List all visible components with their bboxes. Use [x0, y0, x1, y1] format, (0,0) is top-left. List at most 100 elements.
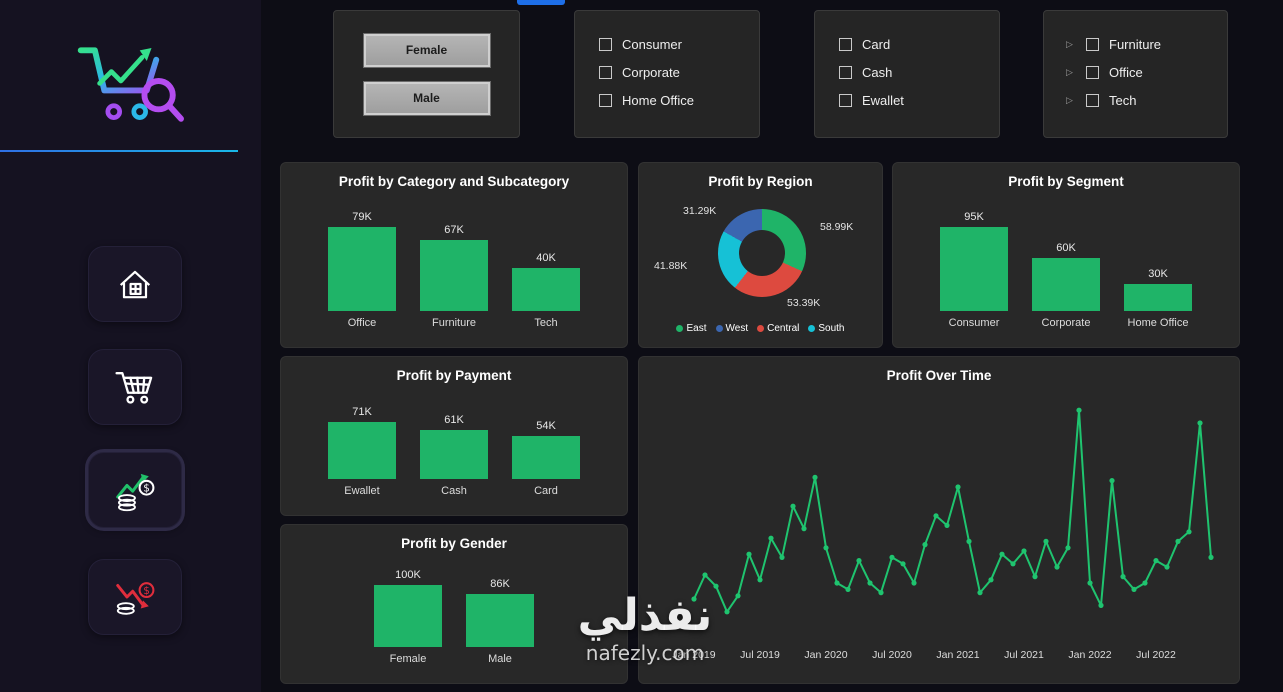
- data-point[interactable]: [1197, 420, 1203, 426]
- data-point[interactable]: [1076, 407, 1082, 413]
- app-logo: [60, 22, 210, 140]
- chart-legend: East West Central South: [639, 323, 882, 334]
- expand-icon[interactable]: ▷: [1066, 38, 1073, 49]
- data-point[interactable]: [779, 554, 785, 560]
- expand-icon[interactable]: ▷: [1066, 94, 1073, 105]
- data-point[interactable]: [768, 535, 774, 541]
- line-plot[interactable]: [649, 393, 1231, 645]
- data-point[interactable]: [999, 551, 1005, 557]
- data-point[interactable]: [823, 545, 829, 551]
- filter-option-label: Consumer: [622, 36, 682, 52]
- bar-value-label: 40K: [536, 252, 556, 264]
- checkbox[interactable]: [1086, 65, 1099, 79]
- data-point[interactable]: [1208, 554, 1214, 560]
- data-point[interactable]: [900, 561, 906, 567]
- bar[interactable]: [1124, 284, 1192, 311]
- bar[interactable]: [420, 240, 488, 311]
- bar[interactable]: [512, 436, 580, 479]
- data-point[interactable]: [966, 538, 972, 544]
- data-point[interactable]: [1054, 564, 1060, 570]
- data-point[interactable]: [1175, 538, 1181, 544]
- bar[interactable]: [512, 268, 580, 311]
- legend-label: South: [818, 323, 845, 334]
- checkbox[interactable]: [839, 93, 852, 107]
- data-point[interactable]: [933, 513, 939, 519]
- nav-cart-button[interactable]: [88, 349, 182, 425]
- bar[interactable]: [466, 594, 534, 647]
- checkbox[interactable]: [1086, 93, 1099, 107]
- data-point[interactable]: [1087, 580, 1093, 586]
- data-point[interactable]: [1098, 602, 1104, 608]
- filter-option-card[interactable]: Card: [839, 30, 999, 58]
- data-point[interactable]: [1164, 564, 1170, 570]
- active-page-tab[interactable]: [517, 0, 565, 5]
- data-point[interactable]: [724, 609, 730, 615]
- filter-option-home-office[interactable]: Home Office: [599, 86, 759, 114]
- bar[interactable]: [940, 227, 1008, 311]
- checkbox[interactable]: [839, 65, 852, 79]
- profit-by-category-chart: Profit by Category and Subcategory 79K Of…: [280, 162, 628, 348]
- filter-option-furniture[interactable]: ▷ Furniture: [1066, 30, 1227, 58]
- nav-home-button[interactable]: [88, 246, 182, 322]
- data-point[interactable]: [1021, 548, 1027, 554]
- male-filter-button[interactable]: Male: [362, 80, 491, 116]
- data-point[interactable]: [922, 542, 928, 548]
- filter-option-office[interactable]: ▷ Office: [1066, 58, 1227, 86]
- nav-profit-button[interactable]: $: [88, 452, 182, 528]
- bar[interactable]: [420, 430, 488, 479]
- data-point[interactable]: [713, 583, 719, 589]
- data-point[interactable]: [1131, 586, 1137, 592]
- data-point[interactable]: [1120, 574, 1126, 580]
- data-point[interactable]: [878, 590, 884, 596]
- donut-plot[interactable]: [718, 209, 806, 297]
- data-point[interactable]: [944, 522, 950, 528]
- data-point[interactable]: [790, 503, 796, 509]
- data-point[interactable]: [988, 577, 994, 583]
- data-point[interactable]: [801, 526, 807, 532]
- data-point[interactable]: [1142, 580, 1148, 586]
- data-point[interactable]: [856, 558, 862, 564]
- data-point[interactable]: [1032, 574, 1038, 580]
- data-point[interactable]: [1010, 561, 1016, 567]
- female-filter-button[interactable]: Female: [362, 32, 491, 68]
- bar[interactable]: [1032, 258, 1100, 311]
- data-point[interactable]: [746, 551, 752, 557]
- data-point[interactable]: [757, 577, 763, 583]
- data-point[interactable]: [955, 484, 961, 490]
- data-point[interactable]: [834, 580, 840, 586]
- nav-loss-button[interactable]: $: [88, 559, 182, 635]
- bar[interactable]: [374, 585, 442, 647]
- data-point[interactable]: [1043, 538, 1049, 544]
- checkbox[interactable]: [1086, 37, 1099, 51]
- bar[interactable]: [328, 422, 396, 479]
- checkbox[interactable]: [839, 37, 852, 51]
- data-point[interactable]: [1109, 478, 1115, 484]
- data-point[interactable]: [1065, 545, 1071, 551]
- data-point[interactable]: [845, 586, 851, 592]
- data-point[interactable]: [1186, 529, 1192, 535]
- data-point[interactable]: [1153, 558, 1159, 564]
- filter-option-consumer[interactable]: Consumer: [599, 30, 759, 58]
- data-point[interactable]: [889, 554, 895, 560]
- filter-option-tech[interactable]: ▷ Tech: [1066, 86, 1227, 114]
- bar-value-label: 54K: [536, 420, 556, 432]
- data-point[interactable]: [911, 580, 917, 586]
- legend-label: Central: [767, 323, 800, 334]
- filter-option-cash[interactable]: Cash: [839, 58, 999, 86]
- data-point[interactable]: [867, 580, 873, 586]
- profit-line: [693, 409, 1212, 613]
- profit-by-segment-chart: Profit by Segment 95K Consumer 60K Corporat…: [892, 162, 1240, 348]
- checkbox[interactable]: [599, 93, 612, 107]
- expand-icon[interactable]: ▷: [1066, 66, 1073, 77]
- data-point[interactable]: [691, 596, 697, 602]
- data-point[interactable]: [977, 590, 983, 596]
- bar[interactable]: [328, 227, 396, 311]
- checkbox[interactable]: [599, 37, 612, 51]
- bar-value-label: 60K: [1056, 242, 1076, 254]
- filter-option-ewallet[interactable]: Ewallet: [839, 86, 999, 114]
- data-point[interactable]: [735, 593, 741, 599]
- filter-option-corporate[interactable]: Corporate: [599, 58, 759, 86]
- checkbox[interactable]: [599, 65, 612, 79]
- data-point[interactable]: [702, 572, 708, 578]
- data-point[interactable]: [812, 474, 818, 480]
